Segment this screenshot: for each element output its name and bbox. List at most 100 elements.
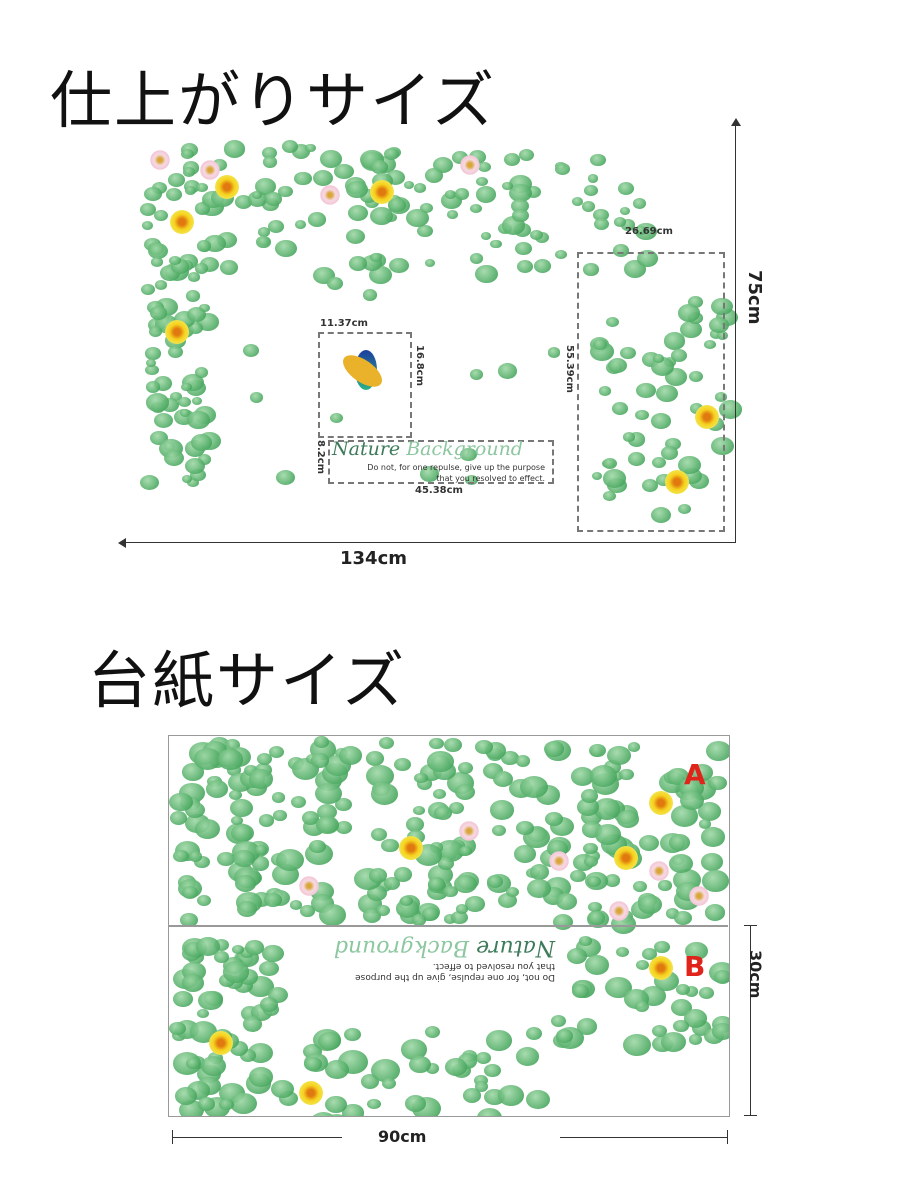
leaf-icon [186, 1058, 201, 1070]
flipped-text: Do not, for one repulse, give up the pur… [265, 935, 555, 982]
quote-line1: Do not, for one repulse, give up the pur… [367, 463, 545, 472]
leaf-icon [281, 140, 299, 154]
leaf-icon [455, 188, 470, 200]
leaf-icon [244, 765, 259, 777]
leaf-icon [697, 802, 722, 821]
leaf-icon [633, 881, 647, 892]
leaf-icon [168, 345, 184, 359]
leaf-icon [685, 941, 709, 960]
leaf-icon [405, 816, 425, 832]
leaf-icon [425, 1026, 441, 1039]
leaf-icon [474, 1081, 489, 1092]
leaf-icon [195, 937, 220, 957]
leaf-icon [371, 827, 388, 841]
leaf-icon [567, 948, 588, 965]
leaf-icon [294, 220, 306, 229]
leaf-icon [486, 1030, 512, 1051]
leaf-icon [701, 853, 723, 871]
leaf-icon [516, 820, 535, 835]
leaf-icon [427, 876, 446, 891]
leaf-icon [276, 848, 304, 871]
leaf-icon [638, 895, 662, 914]
leaf-icon [257, 227, 270, 238]
leaf-icon [233, 849, 255, 868]
leaf-icon [294, 171, 312, 186]
leaf-icon [526, 1089, 551, 1110]
pink-flower-icon [150, 150, 170, 170]
leaf-icon [154, 209, 169, 221]
yellow-flower-icon [209, 1031, 233, 1055]
leaf-icon [544, 812, 563, 827]
leaf-icon [185, 457, 206, 474]
leaf-icon [194, 367, 209, 379]
leaf-icon [656, 385, 678, 403]
leaf-icon [376, 904, 390, 916]
tick [172, 1130, 173, 1144]
leaf-icon [544, 740, 564, 757]
leaf-icon [603, 490, 617, 502]
leaf-icon [242, 344, 260, 358]
leaf-icon [211, 159, 227, 171]
leaf-icon [413, 182, 426, 193]
leaf-icon [606, 317, 619, 328]
leaf-icon [668, 853, 693, 873]
backing-width-line [560, 1137, 728, 1138]
leaf-icon [678, 456, 702, 475]
leaf-icon [370, 207, 393, 226]
leaf-icon [689, 403, 704, 415]
leaf-icon [515, 241, 533, 256]
leaf-icon [378, 737, 394, 750]
leaf-icon [584, 184, 598, 196]
pink-flower-icon [609, 901, 629, 921]
flipped-quote-line1: Do not, for one repulse, give up the pur… [355, 972, 555, 982]
leaf-icon [259, 960, 279, 977]
leaf-icon [465, 896, 485, 912]
yellow-flower-icon [165, 320, 189, 344]
leaf-icon [627, 741, 641, 752]
leaf-icon [300, 905, 315, 917]
leaf-icon [184, 185, 196, 195]
leaf-icon [591, 472, 603, 481]
leaf-icon [454, 783, 475, 800]
leaf-icon [474, 1074, 489, 1086]
leaf-icon [515, 755, 530, 767]
leaf-icon [651, 456, 666, 468]
leaf-icon [179, 409, 191, 418]
leaf-icon [598, 386, 611, 396]
leaf-icon [692, 764, 714, 782]
leaf-icon [443, 885, 458, 898]
leaf-icon [168, 255, 181, 266]
leaf-icon [401, 1039, 427, 1060]
yellow-flower-icon [399, 836, 423, 860]
leaf-icon [217, 852, 235, 866]
backing-width-line [172, 1137, 342, 1138]
leaf-icon [504, 153, 521, 167]
leaf-icon [490, 239, 502, 249]
leaf-icon [427, 750, 454, 773]
leaf-icon [187, 306, 207, 323]
parrot-box [318, 332, 412, 438]
leaf-icon [711, 297, 733, 316]
leaf-icon [677, 303, 700, 322]
leaf-icon [154, 413, 174, 429]
finished-size-title: 仕上がりサイズ [50, 64, 497, 137]
leaf-icon [421, 906, 440, 921]
leaf-icon [588, 901, 602, 913]
leaf-icon [145, 347, 161, 360]
leaf-icon [165, 187, 183, 202]
leaf-icon [555, 249, 568, 260]
leaf-icon [604, 874, 621, 887]
leaf-icon [702, 870, 729, 892]
leaf-icon [593, 338, 608, 350]
leaf-icon [457, 761, 474, 775]
leaf-icon [583, 263, 599, 276]
leaf-icon [180, 913, 198, 928]
leaf-icon [393, 866, 413, 882]
leaf-icon [234, 875, 256, 893]
leaf-icon [698, 819, 712, 829]
leaf-icon [222, 961, 250, 983]
leaf-icon [270, 1079, 294, 1099]
leaf-icon [371, 1058, 401, 1082]
leaf-icon [475, 264, 498, 283]
text-box [328, 440, 554, 484]
